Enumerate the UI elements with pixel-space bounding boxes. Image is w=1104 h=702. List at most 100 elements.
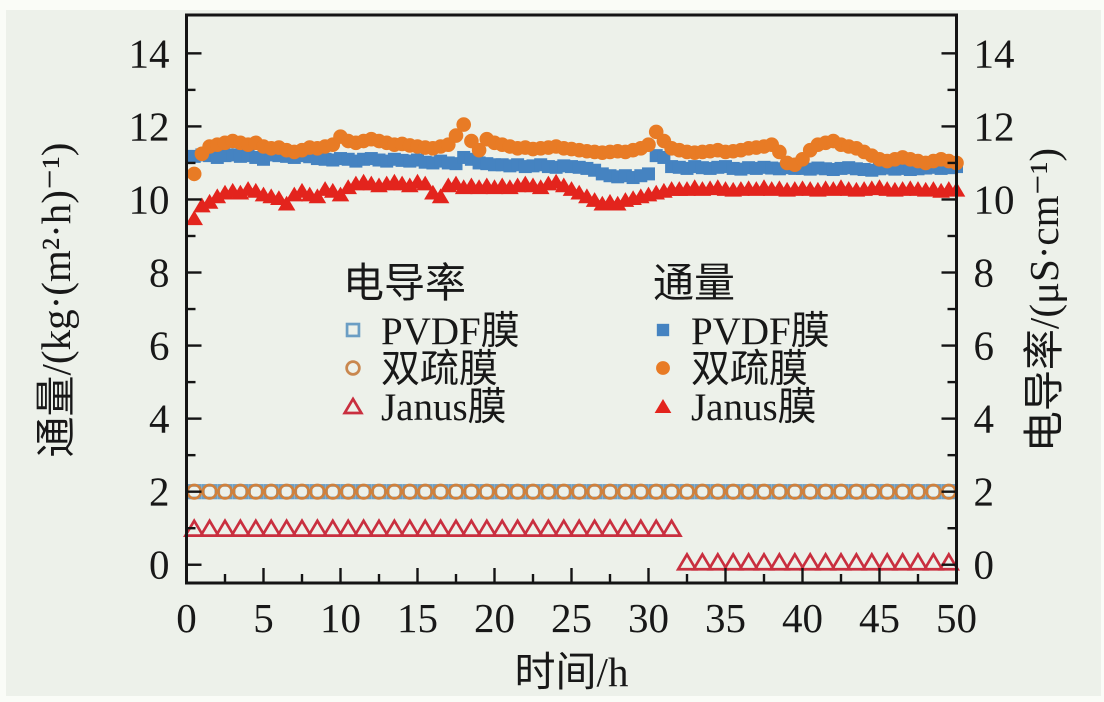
triangle-up-marker: [614, 518, 637, 537]
circle-marker: [817, 483, 834, 500]
triangle-up-marker: [352, 518, 375, 537]
triangle-up-marker: [200, 193, 219, 209]
circle-marker: [494, 483, 511, 500]
triangle-up-marker: [598, 518, 622, 537]
circle-marker: [186, 166, 202, 182]
circle-marker: [309, 483, 326, 500]
triangle-up-marker: [198, 518, 221, 537]
circle-marker: [417, 483, 434, 500]
series-flux-shuangshu: [186, 117, 964, 182]
x-axis-title: 时间/h: [515, 649, 629, 695]
triangle-up-marker: [675, 551, 699, 571]
circle-marker: [571, 483, 588, 500]
x-tick-label: 15: [397, 595, 438, 641]
legend-group-title: 通量: [653, 260, 735, 306]
square-filled-icon: [656, 323, 670, 337]
triangle-up-marker: [799, 551, 822, 571]
circle-marker: [355, 483, 372, 500]
right-tick-label: 10: [974, 176, 1015, 222]
circle-marker: [586, 483, 603, 500]
triangle-up-open-icon: [342, 396, 364, 415]
circle-marker: [278, 483, 295, 500]
circle-marker: [848, 483, 865, 500]
triangle-up-marker: [629, 518, 652, 537]
triangle-up-marker: [660, 518, 683, 537]
x-tick-label: 20: [474, 595, 515, 641]
circle-marker: [447, 483, 465, 500]
triangle-up-marker: [737, 551, 760, 571]
plot-frame: [185, 13, 958, 585]
triangle-up-marker: [552, 518, 575, 537]
left-tick-label: 6: [149, 323, 170, 369]
triangle-up-marker: [783, 551, 806, 571]
legend-item: 双疏膜: [345, 348, 498, 391]
left-tick-label: 0: [149, 542, 170, 588]
series-layer: [183, 117, 966, 571]
right-tick-label: 8: [974, 250, 995, 296]
triangle-up-marker: [506, 518, 529, 537]
triangle-up-marker: [185, 210, 203, 226]
triangle-up-marker: [722, 551, 745, 571]
triangle-up-marker: [906, 551, 930, 571]
circle-marker: [725, 483, 742, 500]
right-tick-label: 4: [974, 396, 995, 442]
legend-group-title: 电导率: [343, 260, 466, 306]
circle-marker: [641, 137, 656, 152]
left-y-axis-title: 通量/(kg·(m²·h)⁻¹): [33, 143, 79, 458]
triangle-up-marker: [876, 551, 899, 571]
series-flux-janus: [185, 173, 966, 226]
triangle-up-marker: [398, 518, 421, 537]
legend-item-label: PVDF膜: [691, 310, 830, 353]
triangle-up-marker: [860, 551, 883, 571]
circle-marker: [663, 483, 680, 500]
triangle-up-marker: [922, 551, 945, 571]
series-flux-pvdf: [187, 148, 963, 185]
left-tick-label: 10: [129, 176, 170, 222]
circle-marker: [401, 483, 418, 500]
triangle-up-marker: [937, 551, 960, 571]
circle-marker: [909, 483, 927, 500]
triangle-up-marker: [290, 518, 314, 537]
triangle-up-marker: [829, 551, 853, 571]
circle-marker: [340, 483, 357, 500]
circle-filled-icon: [656, 361, 670, 375]
triangle-up-marker: [521, 518, 545, 537]
triangle-up-marker: [568, 518, 591, 537]
triangle-up-marker: [414, 518, 437, 537]
triangle-up-marker: [691, 551, 714, 571]
triangle-up-marker: [891, 551, 914, 571]
square-marker: [642, 167, 655, 181]
triangle-up-marker: [645, 518, 668, 537]
x-tick-label: 35: [705, 595, 746, 641]
right-tick-label: 0: [974, 542, 995, 588]
circle-marker: [293, 483, 311, 500]
x-tick-label: 45: [859, 595, 900, 641]
right-tick-label: 12: [974, 103, 1015, 149]
triangle-up-marker: [277, 195, 296, 211]
triangle-up-marker: [260, 518, 283, 537]
series-conductivity-janus: [183, 518, 960, 571]
x-tick-label: 40: [782, 595, 823, 641]
legend-item: PVDF膜: [656, 310, 830, 353]
legend-item: Janus膜: [654, 386, 817, 429]
left-tick-label: 14: [129, 30, 170, 76]
triangle-up-marker: [706, 551, 729, 571]
legend-item-label: 双疏膜: [691, 348, 808, 391]
circle-marker: [247, 483, 264, 500]
circle-marker: [386, 483, 403, 500]
triangle-up-marker: [475, 518, 498, 537]
circle-marker: [201, 483, 218, 500]
left-tick-label: 12: [129, 103, 170, 149]
circle-marker: [509, 483, 526, 500]
circle-marker: [648, 483, 665, 500]
x-tick-label: 25: [551, 595, 592, 641]
circle-marker: [463, 483, 480, 500]
right-tick-label: 6: [974, 323, 995, 369]
circle-marker: [925, 483, 942, 500]
circle-marker: [216, 483, 234, 500]
triangle-up-marker: [768, 551, 791, 571]
